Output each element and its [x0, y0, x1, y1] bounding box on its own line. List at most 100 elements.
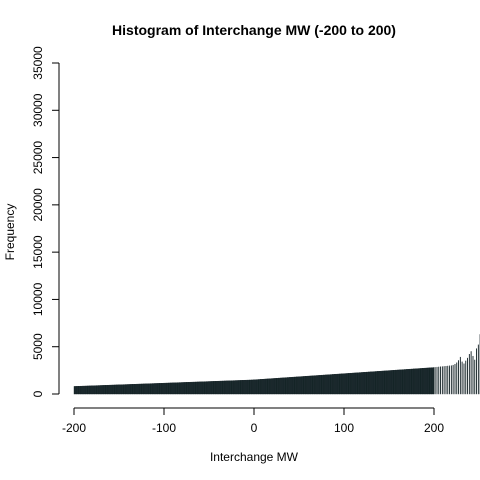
histogram-bar: [162, 382, 166, 395]
histogram-bar: [150, 383, 153, 395]
histogram-bar: [152, 383, 155, 395]
histogram-bar: [360, 372, 364, 395]
histogram-bar: [368, 371, 371, 395]
histogram-bar: [393, 370, 396, 395]
histogram-bar: [202, 381, 205, 395]
histogram-bar: [420, 368, 423, 395]
histogram-bar: [326, 374, 329, 395]
histogram-bar: [191, 381, 194, 395]
histogram-bar: [278, 377, 281, 395]
histogram-bar: [281, 377, 284, 395]
histogram-bar: [148, 383, 151, 395]
chart-title: Histogram of Interchange MW (-200 to 200…: [112, 22, 396, 38]
histogram-bar: [215, 381, 218, 395]
histogram-bar: [335, 373, 338, 395]
histogram-bar: [342, 373, 346, 395]
histogram-bar: [438, 366, 440, 395]
histogram-bar: [179, 382, 182, 395]
histogram-bar: [251, 379, 254, 395]
histogram-bar: [238, 380, 241, 395]
histogram-bar: [99, 385, 103, 395]
histogram-bar: [323, 374, 326, 395]
histogram-bar: [324, 374, 328, 395]
histogram-bar: [315, 375, 319, 395]
histogram-bar: [220, 380, 223, 395]
histogram-bar: [195, 381, 198, 395]
histogram-bar: [467, 357, 468, 395]
histogram-bar: [414, 368, 418, 395]
histogram-bar: [387, 370, 391, 395]
histogram-bar: [422, 368, 425, 395]
histogram-bar: [296, 376, 299, 395]
histogram-bar: [287, 377, 290, 395]
histogram-bar: [380, 370, 383, 395]
histogram-bar: [207, 381, 211, 395]
histogram-bar: [204, 381, 207, 395]
histogram-bar: [240, 380, 243, 395]
histogram-bar: [242, 380, 245, 395]
histogram-bar: [321, 374, 324, 395]
histogram-bar: [411, 368, 414, 395]
histogram-bar: [409, 368, 412, 395]
histogram-bar: [135, 383, 139, 395]
y-tick-label: 20000: [31, 188, 45, 222]
y-tick-label: 5000: [31, 333, 45, 360]
y-axis: 0 5000 10000 15000 20000 25000 30000 35000: [31, 46, 60, 397]
histogram-bar: [252, 379, 256, 395]
histogram-bar: [441, 366, 443, 395]
histogram-bar: [279, 377, 283, 395]
histogram-bar: [89, 385, 92, 395]
histogram-bar: [332, 374, 335, 395]
histogram-bar: [249, 379, 252, 395]
histogram-bar: [134, 384, 137, 395]
histogram-bar: [206, 381, 209, 395]
histogram-bar: [305, 376, 308, 395]
histogram-bar: [141, 383, 144, 395]
histogram-bar: [355, 372, 358, 395]
histogram-bar: [116, 384, 119, 395]
histogram-bar: [369, 371, 373, 395]
histogram-bar: [107, 384, 110, 395]
histogram-bar: [270, 378, 274, 395]
histogram-bar: [189, 381, 193, 395]
histogram-bar: [108, 384, 112, 395]
histogram-bar: [209, 381, 212, 395]
histogram-bar: [294, 376, 297, 395]
histogram-bar: [364, 371, 367, 395]
histogram-bar: [76, 386, 79, 395]
histogram-bar: [143, 383, 146, 395]
x-axis: -200 -100 0 100 200: [62, 407, 444, 435]
histogram-bar: [440, 366, 441, 395]
histogram-bar: [310, 375, 313, 395]
histogram-bar: [459, 356, 461, 395]
histogram-bar: [458, 360, 459, 395]
histogram-bar: [333, 374, 337, 395]
histogram-bar: [366, 371, 369, 395]
histogram-bar: [245, 379, 248, 395]
x-tick-label: 200: [424, 421, 444, 435]
histogram-bar: [157, 383, 160, 395]
histogram-bar: [472, 355, 474, 395]
histogram-bar: [146, 383, 149, 395]
histogram-bar: [177, 382, 180, 395]
histogram-bar: [382, 370, 385, 395]
histogram-bar: [101, 385, 104, 395]
histogram-bar: [132, 384, 135, 395]
histogram-bar: [402, 369, 405, 395]
histogram-bar: [283, 377, 286, 395]
histogram-bar: [400, 369, 403, 395]
histogram-bar: [452, 364, 454, 395]
histogram-bar: [92, 385, 95, 395]
histogram-bar: [197, 381, 200, 395]
histogram-bar: [155, 383, 158, 395]
histogram-bar: [80, 385, 83, 395]
histogram-bar: [454, 364, 456, 395]
histogram-bar: [375, 371, 378, 395]
histogram-bar: [234, 380, 238, 395]
y-tick-label: 15000: [31, 235, 45, 269]
histogram-bar: [470, 351, 472, 395]
histogram-bar: [229, 380, 232, 395]
histogram-bar: [182, 382, 185, 395]
histogram-bar: [477, 344, 479, 395]
histogram-bar: [137, 383, 140, 395]
